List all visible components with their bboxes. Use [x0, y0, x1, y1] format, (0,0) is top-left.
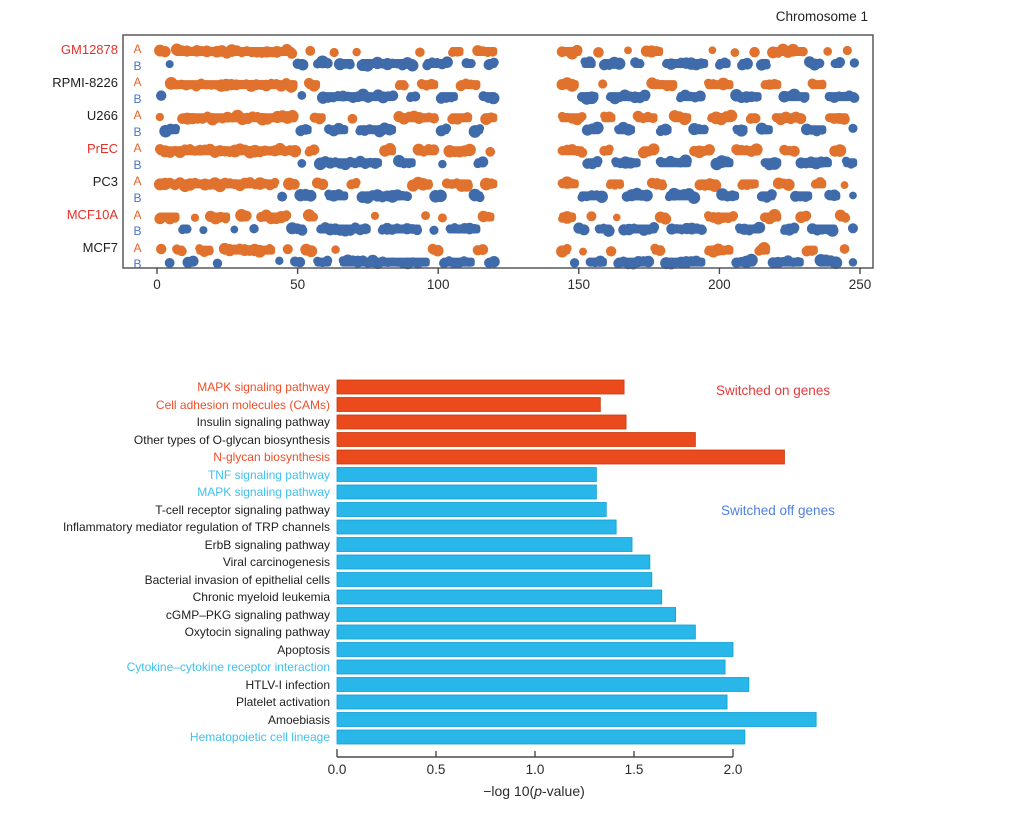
top-axis-tick-label: 100: [426, 277, 450, 292]
pathway-bar: [336, 729, 746, 745]
panel-border: [122, 34, 874, 269]
pathway-bars: [336, 379, 817, 745]
switched-on-genes-label: Switched on genes: [716, 383, 831, 398]
compartment-a-letter: A: [133, 75, 142, 90]
pathway-bar: [336, 467, 597, 482]
pathway-bar-label: Platelet activation: [235, 695, 330, 709]
cell-line-label: GM12878: [60, 41, 118, 57]
pathway-bar: [336, 659, 726, 675]
pathway-bar-label: T-cell receptor signaling pathway: [155, 502, 330, 517]
compartment-b-letter: B: [133, 58, 142, 73]
pathway-bar-label: HTLV-I infection: [245, 677, 330, 692]
cell-line-label: PC3: [92, 173, 118, 189]
compartment-b-letter: B: [133, 124, 142, 139]
pathway-bar-label: Apoptosis: [277, 642, 330, 657]
pathway-bar-label: Insulin signaling pathway: [196, 415, 330, 429]
compartment-a-letter: A: [133, 174, 142, 189]
track-MCF7: [155, 242, 858, 270]
chromosome-title: Chromosome 1: [775, 9, 868, 24]
pathway-bar: [336, 449, 785, 465]
bottom-axis-tick-label: 1.0: [525, 762, 545, 777]
x-axis-label-prefix: −log 10(: [483, 783, 535, 799]
compartment-tracks: [153, 43, 860, 270]
bottom-axis-tick-label: 0.0: [327, 762, 347, 777]
compartment-a-letter: A: [133, 108, 142, 123]
top-axis-tick-label: 150: [567, 277, 591, 292]
pathway-bar: [336, 677, 750, 692]
bottom-axis-tick-label: 1.5: [624, 762, 644, 777]
cell-line-label: PrEC: [86, 140, 118, 156]
top-axis-tick-label: 200: [708, 277, 731, 292]
pathway-bar: [336, 712, 817, 727]
pathway-bar-label: Amoebiasis: [267, 712, 330, 727]
cell-line-label: MCF7: [82, 240, 118, 256]
compartment-b-letter: B: [133, 224, 142, 238]
cell-line-label: MCF10A: [66, 207, 118, 222]
pathway-bar: [336, 397, 601, 412]
top-axis-tick-label: 50: [290, 277, 306, 292]
x-axis-label-pvar: p: [534, 783, 542, 799]
pathway-bar-label: Cell adhesion molecules (CAMs): [155, 397, 330, 412]
pathway-bar: [336, 484, 597, 500]
compartment-a-letter: A: [133, 207, 142, 222]
pathway-bar-label: Viral carcinogenesis: [222, 555, 330, 569]
switched-off-genes-label: Switched off genes: [721, 503, 835, 518]
compartment-a-letter: A: [133, 240, 142, 255]
compartment-a-letter: A: [133, 141, 142, 156]
track-U266: [155, 109, 858, 138]
pathway-bar-label: cGMP–PKG signaling pathway: [165, 607, 330, 622]
bottom-axis-tick-label: 2.0: [723, 762, 743, 777]
compartment-b-letter: B: [133, 157, 142, 172]
compartment-b-letter: B: [133, 91, 142, 106]
track-PrEC: [154, 142, 858, 171]
pathway-bar: [336, 694, 728, 710]
compartment-a-letter: A: [133, 42, 142, 56]
pathway-bar: [336, 642, 734, 657]
pathway-bar-label: Chronic myeloid leukemia: [192, 590, 330, 604]
track-PC3: [153, 176, 857, 205]
pathway-bar: [336, 537, 633, 552]
pathway-bar-label: Inflammatory mediator regulation of TRP …: [62, 520, 330, 534]
pathway-bar-label: N-glycan biosynthesis: [213, 450, 330, 464]
pathway-bar-label: Cytokine–cytokine receptor interaction: [126, 660, 330, 674]
pathway-bar: [336, 607, 676, 622]
pathway-bar-label: Other types of O-glycan biosynthesis: [133, 432, 330, 447]
pathway-bar-label: MAPK signaling pathway: [197, 380, 330, 394]
pathway-bar-label: TNF signaling pathway: [207, 467, 330, 482]
compartment-b-letter: B: [133, 190, 142, 205]
track-RPMI-8226: [156, 77, 860, 105]
x-axis-label-suffix: -value): [541, 783, 585, 799]
pathway-bar: [336, 572, 653, 587]
pathway-bar: [336, 624, 696, 640]
track-MCF10A: [154, 208, 859, 237]
pathway-bar: [336, 432, 696, 447]
pathway-bar-label: Oxytocin signaling pathway: [184, 625, 330, 639]
x-axis-label: −log 10(p-value): [336, 783, 732, 799]
pathway-bar-label: ErbB signaling pathway: [204, 537, 330, 552]
pathway-bar: [336, 519, 617, 535]
pathway-bar-label: Bacterial invasion of epithelial cells: [144, 572, 330, 587]
compartment-b-letter: B: [133, 257, 142, 272]
pathway-bar: [336, 379, 625, 395]
cell-line-label: U266: [86, 107, 118, 123]
top-axis-tick-label: 250: [848, 277, 872, 292]
pathway-bar: [336, 554, 651, 570]
pathway-bar: [336, 589, 663, 605]
cell-line-label: RPMI-8226: [52, 74, 118, 90]
pathway-bar: [336, 414, 627, 430]
pathway-bar: [336, 502, 607, 517]
pathway-bar-label: MAPK signaling pathway: [197, 485, 330, 499]
pathway-bar-label: Hematopoietic cell lineage: [189, 730, 330, 744]
top-axis-tick-label: 0: [153, 277, 161, 292]
track-GM12878: [154, 43, 860, 72]
bottom-axis-tick-label: 0.5: [426, 762, 446, 777]
